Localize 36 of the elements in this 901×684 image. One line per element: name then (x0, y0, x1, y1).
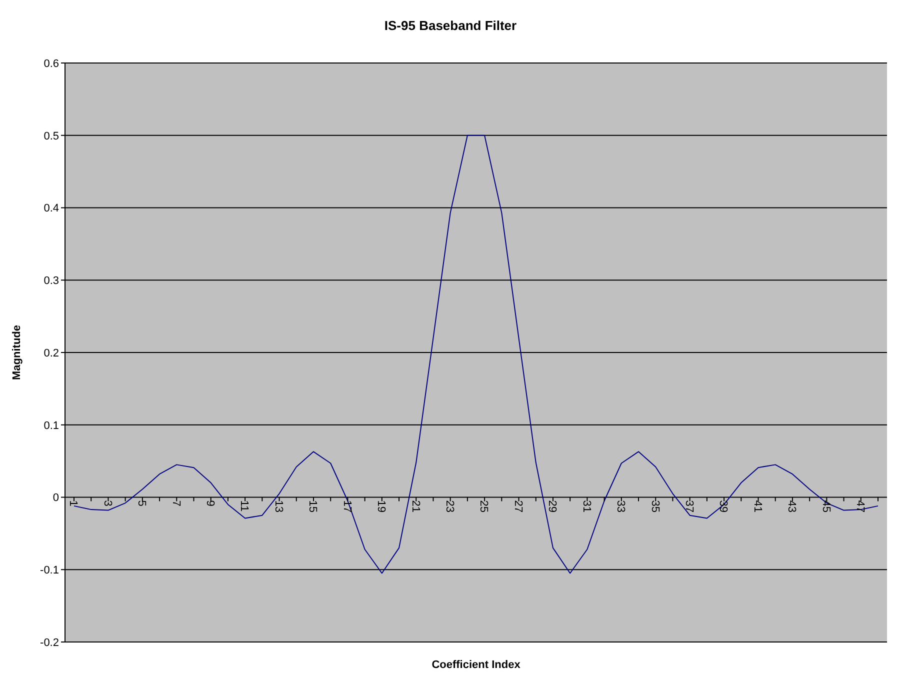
x-tick-label: 3 (101, 500, 114, 506)
y-tick-label: 0.5 (44, 130, 59, 142)
y-tick-label: 0.1 (44, 420, 59, 432)
x-tick-label: 7 (170, 500, 182, 506)
x-tick-label: 47 (854, 500, 866, 512)
x-tick-label: 43 (786, 500, 798, 512)
y-tick-label: -0.2 (40, 636, 59, 649)
x-tick-label: 13 (272, 500, 284, 512)
x-tick-label: 9 (204, 500, 216, 506)
y-tick-label: 0.2 (44, 347, 59, 360)
x-tick-label: 21 (409, 500, 422, 512)
y-tick-label: 0.3 (44, 275, 59, 288)
y-tick-label: -0.1 (40, 564, 59, 577)
x-axis-title: Coefficient Index (432, 659, 522, 671)
y-axis-title: Magnitude (10, 325, 23, 380)
x-tick-label: 25 (478, 500, 490, 512)
x-tick-label: 11 (238, 500, 250, 512)
y-tick-label: 0 (52, 492, 59, 504)
x-tick-label: 27 (512, 500, 524, 512)
x-tick-label: 5 (136, 500, 148, 506)
chart-title: IS-95 Baseband Filter (383, 18, 518, 33)
x-tick-label: 45 (820, 500, 832, 512)
x-tick-label: 1 (67, 500, 80, 506)
x-tick-label: 15 (306, 500, 319, 512)
x-tick-label: 17 (340, 500, 353, 512)
y-tick-label: 0.4 (44, 202, 59, 215)
x-tick-label: 41 (751, 500, 764, 512)
x-tick-label: 31 (580, 500, 592, 512)
x-tick-label: 23 (443, 500, 456, 512)
x-tick-label: 39 (717, 500, 730, 512)
y-tick-label: 0.6 (44, 58, 59, 70)
x-tick-label: 29 (546, 500, 558, 512)
x-tick-label: 19 (375, 500, 388, 512)
x-tick-label: 37 (682, 500, 695, 512)
x-tick-label: 35 (648, 500, 661, 512)
x-tick-label: 33 (614, 500, 627, 512)
